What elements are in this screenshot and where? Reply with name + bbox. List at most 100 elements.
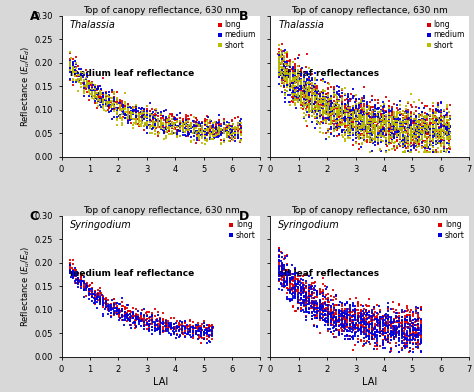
Point [371, 321, 378, 327]
Point [382, 129, 390, 135]
Point [398, 317, 406, 323]
Point [349, 112, 357, 118]
Point [283, 282, 291, 289]
Point [363, 316, 371, 322]
Point [176, 123, 184, 129]
Point [281, 261, 288, 268]
Point [415, 342, 422, 348]
Point [121, 111, 129, 117]
Point [446, 129, 454, 135]
Point [387, 328, 395, 334]
Point [355, 110, 363, 116]
Point [380, 120, 387, 127]
Point [143, 103, 151, 109]
Point [319, 301, 327, 307]
Point [108, 95, 115, 101]
Point [390, 124, 398, 131]
Point [424, 145, 431, 151]
Point [340, 315, 348, 321]
Point [292, 77, 300, 83]
Point [221, 129, 228, 136]
Point [401, 141, 409, 147]
Point [94, 292, 101, 299]
Point [384, 324, 392, 330]
Point [209, 324, 216, 330]
Point [127, 112, 135, 118]
Point [124, 112, 132, 118]
Point [187, 134, 195, 141]
Point [439, 134, 447, 140]
Point [300, 88, 307, 94]
Point [338, 314, 346, 321]
Point [314, 104, 321, 111]
Point [135, 113, 143, 120]
Point [330, 107, 338, 113]
Point [383, 136, 390, 142]
Text: A: A [30, 10, 39, 23]
Point [431, 149, 439, 155]
Point [322, 94, 329, 100]
Point [206, 127, 214, 134]
Point [300, 110, 308, 116]
Point [187, 334, 194, 340]
Point [140, 323, 147, 329]
Point [438, 132, 445, 139]
Point [316, 286, 324, 292]
Point [286, 297, 293, 303]
Point [393, 130, 401, 136]
Point [346, 122, 354, 129]
Point [185, 127, 192, 133]
Point [338, 132, 346, 138]
Point [198, 325, 205, 332]
Point [168, 116, 175, 122]
Point [355, 111, 362, 118]
Point [127, 113, 134, 120]
Point [357, 116, 365, 122]
Point [283, 296, 291, 302]
Point [132, 120, 140, 126]
Point [215, 128, 222, 134]
Point [199, 133, 206, 140]
Point [197, 329, 205, 335]
Point [429, 117, 437, 123]
Point [330, 307, 337, 314]
Point [379, 313, 387, 319]
Point [419, 145, 426, 151]
Text: medium leaf reflectance: medium leaf reflectance [70, 269, 194, 278]
Point [352, 95, 360, 102]
Point [426, 113, 434, 119]
Point [289, 83, 296, 89]
Point [297, 82, 305, 88]
Point [281, 270, 288, 277]
Point [297, 288, 305, 294]
Point [383, 128, 390, 134]
Point [308, 283, 316, 289]
Point [281, 66, 288, 72]
Point [190, 126, 198, 132]
Point [308, 87, 315, 93]
Point [339, 111, 346, 117]
Point [297, 295, 305, 301]
Point [388, 122, 395, 128]
Point [330, 123, 337, 130]
Point [415, 123, 423, 129]
Point [116, 314, 123, 321]
Point [286, 62, 294, 69]
Point [121, 103, 128, 109]
Point [215, 129, 222, 135]
Point [401, 124, 409, 130]
Point [146, 326, 153, 332]
Point [384, 312, 392, 318]
Point [195, 332, 203, 339]
Point [311, 91, 319, 97]
Point [184, 328, 192, 335]
Point [355, 108, 362, 114]
Point [387, 347, 395, 354]
Point [416, 114, 423, 120]
Point [435, 121, 442, 127]
Point [195, 332, 202, 338]
Point [294, 299, 302, 305]
Point [182, 116, 190, 122]
Point [202, 327, 210, 333]
Point [440, 148, 448, 154]
